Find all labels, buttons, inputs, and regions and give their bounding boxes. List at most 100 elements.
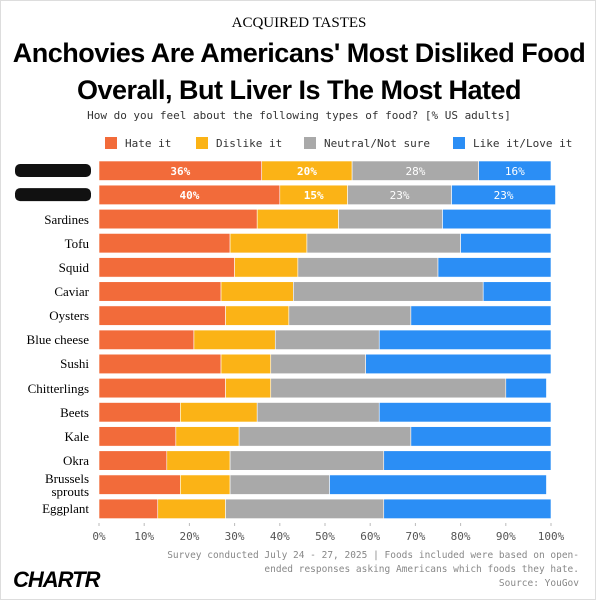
- bar-segment: [274, 329, 380, 350]
- bar-segment: [270, 378, 507, 399]
- bar-segment: [410, 426, 552, 447]
- bar-segment: [256, 209, 339, 230]
- bar-segment: [180, 402, 258, 423]
- category-label: Sushi: [60, 356, 89, 372]
- category-label: Chitterlings: [27, 380, 89, 396]
- bar-segment: [383, 450, 552, 471]
- redacted-label: [15, 164, 91, 177]
- bar-segment: [166, 450, 231, 471]
- x-tick-label: 60%: [360, 530, 380, 543]
- bar-segment: [338, 209, 443, 230]
- bar-segment: [437, 257, 552, 278]
- category-label: Kale: [64, 428, 89, 444]
- bar-segment: [365, 353, 552, 375]
- value-label: 36%: [170, 165, 190, 178]
- x-tick-label: 10%: [134, 530, 154, 543]
- x-tick-label: 90%: [496, 530, 516, 543]
- bar-segment: [442, 209, 552, 230]
- bar-segment: [256, 402, 380, 423]
- note: Survey conducted July 24 - 27, 2025 | Fo…: [159, 549, 579, 591]
- source: Source: YouGov: [498, 578, 579, 589]
- bar-segment: [98, 209, 258, 230]
- x-tick-label: 70%: [405, 530, 425, 543]
- bar-segment: [229, 450, 385, 471]
- bar-segment: [98, 233, 231, 254]
- bar-segment: [229, 474, 330, 495]
- redacted-label: [15, 188, 91, 202]
- bar-segment: [460, 233, 552, 254]
- category-label: Brussels sprouts: [44, 470, 89, 499]
- bar-segment: [505, 378, 547, 399]
- subtitle: How do you feel about the following type…: [87, 109, 511, 122]
- bar-segment: [378, 329, 552, 350]
- bar-segment: [225, 378, 272, 399]
- bar-segment: [234, 257, 299, 278]
- legend-label: Dislike it: [216, 137, 282, 150]
- bar-segment: [288, 305, 412, 326]
- bar-segment: [478, 160, 552, 181]
- kicker: ACQUIRED TASTES: [231, 15, 367, 31]
- x-tick-label: 0%: [92, 530, 106, 543]
- bar-segment: [98, 378, 226, 399]
- bar-segment: [220, 353, 272, 375]
- bar-segment: [220, 281, 294, 302]
- bar-segment: [98, 450, 168, 471]
- legend-label: Like it/Love it: [473, 137, 572, 150]
- legend-label: Hate it: [125, 137, 171, 150]
- category-label: Caviar: [54, 284, 89, 299]
- bar-segment: [329, 474, 547, 495]
- note-text: Survey conducted July 24 - 27, 2025 | Fo…: [167, 550, 579, 575]
- bar-segment: [383, 498, 552, 519]
- x-tick-label: 30%: [225, 530, 245, 543]
- bar-segment: [193, 329, 276, 350]
- category-label: Eggplant: [42, 501, 89, 517]
- category-label: Beets: [60, 404, 89, 420]
- category-label: Sardines: [44, 211, 89, 227]
- x-tick-label: 80%: [451, 530, 471, 543]
- bar-segment: [98, 474, 181, 495]
- bar-segment: [98, 329, 195, 350]
- bar-segment: [225, 305, 290, 326]
- bar-segment: [293, 281, 484, 302]
- category-label: Squid: [58, 259, 89, 275]
- x-tick-label: 50%: [315, 530, 335, 543]
- bar-segment: [180, 474, 231, 495]
- bar-segment: [270, 353, 366, 375]
- bar-segment: [482, 281, 552, 302]
- bar-segment: [98, 426, 177, 447]
- bar-segment: [229, 233, 308, 254]
- value-label: 15%: [304, 189, 324, 202]
- value-label: 28%: [405, 165, 425, 178]
- bar-segment: [175, 426, 240, 447]
- bar-segment: [98, 257, 235, 278]
- legend-swatch: [196, 137, 208, 149]
- category-label: Okra: [63, 453, 89, 469]
- x-tick-label: 100%: [538, 530, 565, 543]
- legend-swatch: [304, 137, 316, 149]
- category-label: Tofu: [64, 235, 89, 251]
- bar-segment: [98, 402, 181, 423]
- chart-title: Anchovies Are Americans' Most Disliked F…: [12, 38, 586, 105]
- bar-segment: [410, 305, 552, 326]
- bar-segment: [225, 498, 385, 519]
- bar-segment: [306, 233, 461, 254]
- x-tick-label: 20%: [179, 530, 199, 543]
- value-label: 40%: [179, 189, 199, 202]
- bar-segment: [297, 257, 439, 278]
- category-label: Blue cheese: [26, 332, 89, 348]
- value-label: 23%: [494, 189, 514, 202]
- bar-segment: [98, 305, 226, 326]
- value-label: 20%: [297, 165, 317, 178]
- x-tick-label: 40%: [270, 530, 290, 543]
- bar-segment: [157, 498, 226, 519]
- bar-segment: [98, 353, 222, 375]
- bar-segment: [98, 281, 222, 302]
- value-label: 23%: [390, 189, 410, 202]
- legend-swatch: [105, 137, 117, 149]
- category-label: Oysters: [49, 308, 89, 324]
- bar-segment: [451, 184, 556, 205]
- logo: CHARTR: [13, 567, 100, 592]
- bar-segment: [238, 426, 412, 447]
